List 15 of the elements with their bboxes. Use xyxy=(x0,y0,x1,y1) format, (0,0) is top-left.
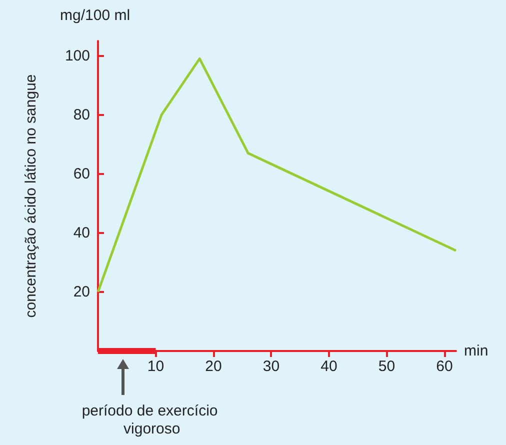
x-tick-label: 10 xyxy=(147,358,164,375)
x-axis-title: min xyxy=(464,342,488,360)
y-tick-label: 100 xyxy=(64,47,90,64)
y-axis-title: concentração ácido lático no sangue xyxy=(22,74,40,318)
x-tick-label: 30 xyxy=(262,358,280,375)
y-tick-label: 40 xyxy=(73,224,90,242)
x-tick-label: 20 xyxy=(205,358,222,375)
x-tick-label: 50 xyxy=(378,358,396,375)
text: período de exercício vigoroso xyxy=(82,402,222,438)
y-tick-label: 20 xyxy=(73,283,90,300)
text: mg/100 ml xyxy=(60,7,130,24)
x-tick-label: 40 xyxy=(320,358,338,375)
y-tick-label: 60 xyxy=(73,165,90,182)
y-tick-label: 80 xyxy=(73,106,90,124)
x-tick-label: 60 xyxy=(436,358,453,375)
